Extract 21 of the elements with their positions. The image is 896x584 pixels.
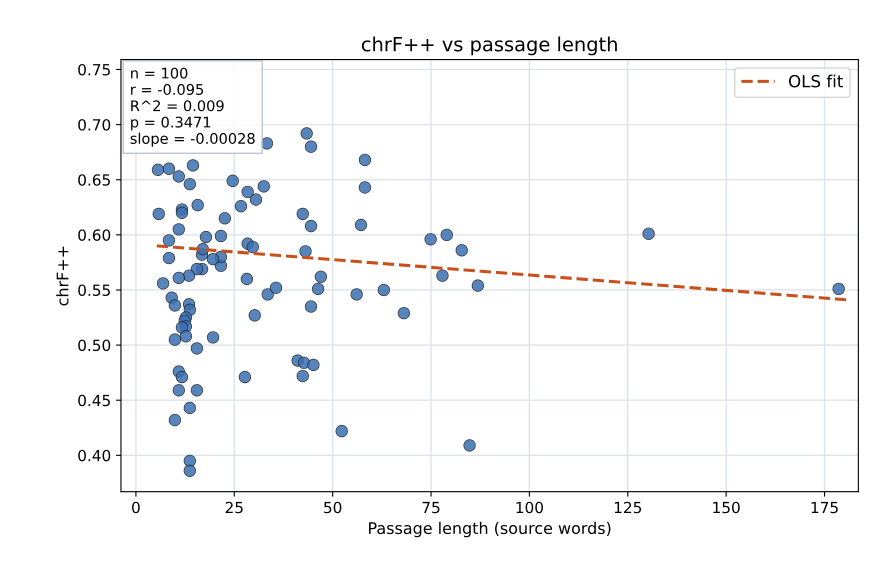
x-tick-label: 100 — [516, 502, 543, 514]
x-tick-label: 175 — [812, 502, 838, 514]
y-tick-label: 0.45 — [78, 394, 110, 406]
y-tick-label: 0.65 — [78, 174, 110, 186]
x-tick-label: 0 — [132, 502, 140, 514]
y-tick-label: 0.75 — [78, 64, 110, 76]
y-tick-label: 0.50 — [78, 340, 110, 352]
annotation: n = 100 r = -0.095 R^2 = 0.009 p = 0.3471 slope = -0.00028 — [130, 68, 255, 147]
x-tick-label: 25 — [226, 502, 243, 514]
legend-label: OLS fit — [788, 74, 843, 88]
chart-title: chrF++ vs passage length — [362, 36, 617, 56]
x-tick-label: 75 — [422, 502, 440, 514]
x-tick-label: 125 — [614, 502, 642, 514]
x-tick-label: 150 — [713, 502, 740, 514]
y-tick-label: 0.55 — [78, 284, 110, 296]
y-tick-label: 0.40 — [78, 450, 110, 462]
y-tick-label: 0.70 — [78, 119, 110, 131]
y-tick-label: 0.60 — [78, 229, 110, 241]
x-tick-label: 50 — [324, 502, 342, 514]
y-axis-title: chrF++ — [56, 246, 69, 306]
x-axis-title: Passage length (source words) — [369, 522, 610, 538]
